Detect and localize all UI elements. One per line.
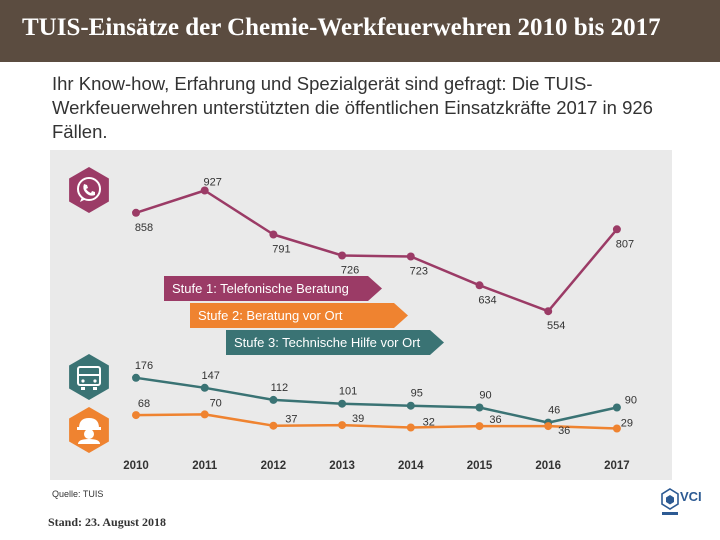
stufe1-line: [135, 189, 618, 313]
stufe1-point: [200, 186, 209, 195]
stufe1-data-label: 791: [272, 244, 290, 256]
stufe3-data-label: 90: [625, 395, 637, 407]
firefighter-icon-face: [84, 429, 94, 439]
x-tick-label: 2012: [261, 460, 287, 472]
stufe1-data-label: 723: [410, 266, 428, 278]
stufe3-line: [135, 376, 618, 424]
subtitle-text: Ihr Know-how, Erfahrung und Spezialgerät…: [52, 73, 653, 142]
stufe2-data-label: 39: [352, 413, 364, 425]
stufe2-data-label: 36: [489, 414, 501, 426]
stufe3-data-label: 101: [339, 386, 357, 398]
firefighter-icon-helmet: [79, 418, 99, 428]
legend-stufe-3-shape: [226, 330, 444, 355]
stufe1-point: [338, 251, 347, 260]
stufe1-data-label: 927: [204, 177, 222, 189]
stufe1-data-label: 554: [547, 320, 565, 332]
chart-panel: Stufe 1: Telefonische Beratung Stufe 2: B…: [50, 150, 672, 480]
phone-icon-tail: [80, 197, 86, 202]
stufe1-data-label: 726: [341, 265, 359, 277]
stufe2-point: [269, 421, 278, 430]
vehicle-icon-bg: [69, 354, 109, 400]
legend-stufe-1: Stufe 1: Telefonische Beratung: [164, 276, 382, 301]
stufe2-point: [338, 421, 347, 430]
stufe1-data-label: 807: [616, 238, 634, 250]
stufe1-point: [132, 208, 140, 217]
vci-logo-text: VCI: [680, 489, 702, 504]
stufe2-data-label: 36: [558, 425, 570, 437]
vehicle-icon-wheel-right: [93, 387, 97, 390]
page-title: TUIS-Einsätze der Chemie-Werkfeuerwehren…: [22, 14, 661, 41]
legend-stufe-2-text: Stufe 2: Beratung vor Ort: [198, 308, 343, 323]
phone-icon: [77, 177, 101, 202]
x-tick-label: 2013: [329, 460, 355, 472]
legend-stufe-1-text: Stufe 1: Telefonische Beratung: [172, 281, 349, 296]
stufe3-data-label: 95: [411, 388, 423, 400]
x-tick-label: 2011: [192, 460, 218, 472]
x-tick-label: 2017: [604, 460, 630, 472]
phone-icon-ring: [77, 177, 101, 201]
stufe2-point: [612, 424, 621, 433]
stufe1-point: [475, 281, 484, 290]
vehicle-icon: [77, 366, 101, 390]
firefighter-icon: [77, 418, 101, 444]
stufe1-point: [544, 307, 553, 316]
stufe1-data-label: 634: [478, 294, 496, 306]
stufe1-point: [269, 230, 278, 239]
stufe3-data-label: 90: [479, 390, 491, 402]
vehicle-icon-light-right: [93, 379, 97, 383]
firefighter-icon-brim: [77, 427, 101, 430]
stufe2-point: [132, 411, 140, 420]
vehicle-icon-light-left: [81, 379, 85, 383]
stufe2-point: [475, 422, 484, 431]
stufe3-data-label: 112: [271, 382, 289, 394]
stufe2-line: [135, 413, 617, 430]
legend-stufe-2-shape: [190, 303, 408, 328]
phone-icon-bg: [69, 167, 109, 213]
stufe2-data-label: 70: [210, 397, 222, 409]
legend-stufe-2: Stufe 2: Beratung vor Ort: [190, 303, 408, 328]
vci-logo-icon: [661, 488, 679, 515]
stufe1-data-label: 858: [135, 222, 153, 234]
stufe3-point: [132, 373, 140, 382]
stufe2-point: [200, 410, 209, 419]
phone-icon-handset: [83, 184, 95, 196]
stufe3-data-label: 176: [135, 360, 153, 372]
legend-stufe-3-text: Stufe 3: Technische Hilfe vor Ort: [234, 335, 421, 350]
stufe2-data-label: 29: [621, 418, 633, 430]
stufe3-data-label: 147: [202, 370, 220, 382]
x-tick-label: 2016: [535, 460, 561, 472]
stufe3-point: [338, 399, 347, 408]
stufe3-data-label: 46: [548, 405, 560, 417]
stufe2-point: [406, 423, 415, 432]
stufe2-data-label: 68: [138, 398, 150, 410]
legend-stufe-1-shape: [164, 276, 382, 301]
vehicle-icon-wheel-left: [81, 387, 85, 390]
x-tick-label: 2015: [467, 460, 493, 472]
stufe3-point: [406, 401, 415, 410]
stufe3-point: [475, 403, 484, 412]
stufe3-point: [612, 403, 621, 412]
legend-stufe-3: Stufe 3: Technische Hilfe vor Ort: [226, 330, 444, 355]
stufe1-point: [612, 225, 621, 234]
stufe2-data-label: 32: [423, 417, 435, 429]
x-tick-label: 2010: [123, 460, 149, 472]
stufe2-point: [544, 422, 553, 431]
footer-date: Stand: 23. August 2018: [48, 515, 167, 529]
stufe2-data-label: 37: [285, 414, 297, 426]
header-bar: TUIS-Einsätze der Chemie-Werkfeuerwehren…: [0, 0, 720, 62]
x-tick-label: 2014: [398, 460, 424, 472]
line-chart: Stufe 1: Telefonische Beratung Stufe 2: B…: [69, 167, 637, 472]
stufe3-point: [269, 395, 278, 404]
stufe3-point: [200, 383, 209, 392]
firefighter-icon-shoulders: [78, 439, 100, 444]
stufe1-point: [406, 252, 415, 261]
source-note: Quelle: TUIS: [52, 489, 104, 499]
